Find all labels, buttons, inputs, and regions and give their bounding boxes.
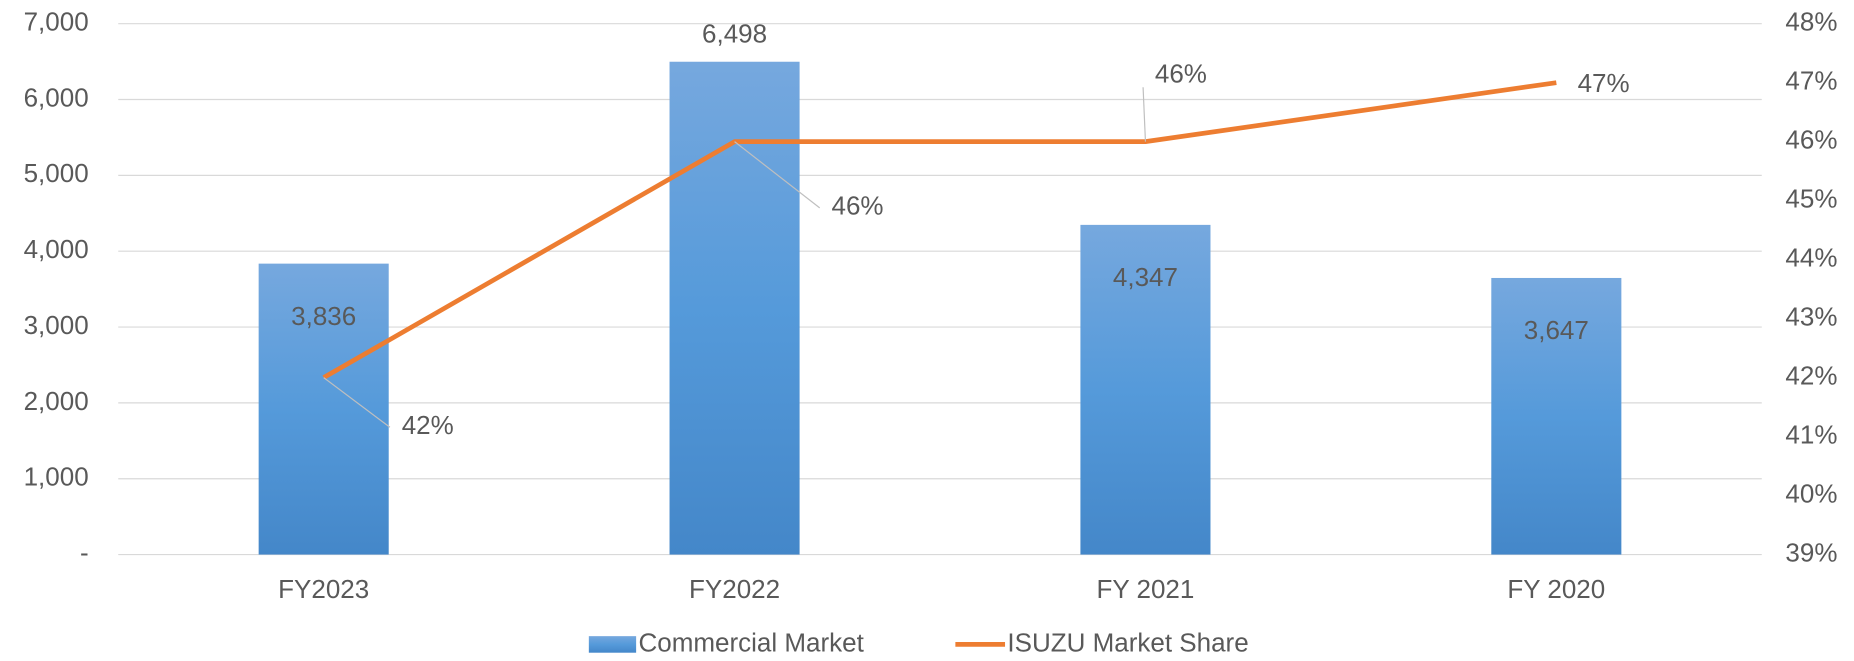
y2-tick-label: 47% [1785, 66, 1837, 96]
y-tick-label: 2,000 [24, 386, 89, 416]
y2-tick-label: 41% [1785, 419, 1837, 449]
bar [258, 263, 389, 555]
y2-tick-label: 45% [1785, 184, 1837, 214]
y-tick-label: 1,000 [24, 462, 89, 492]
bar [1080, 224, 1211, 555]
x-tick-label: FY 2021 [1097, 574, 1195, 604]
y2-tick-label: 43% [1785, 301, 1837, 331]
data-label: 6,498 [702, 19, 767, 49]
data-label: 46% [1155, 58, 1207, 88]
leader-line [734, 141, 821, 209]
y-tick-label: 4,000 [24, 234, 89, 264]
y2-tick-label: 44% [1785, 242, 1837, 272]
y2-tick-label: 40% [1785, 478, 1837, 508]
y2-tick-label: 46% [1785, 125, 1837, 155]
leader-line [1142, 87, 1147, 142]
data-label: 4,347 [1113, 262, 1178, 292]
data-label: 3,836 [291, 301, 356, 331]
data-label: 46% [832, 191, 884, 221]
bar [669, 61, 800, 555]
x-tick-label: FY2023 [278, 574, 369, 604]
y2-tick-label: 39% [1785, 537, 1837, 567]
x-tick-label: FY 2020 [1507, 574, 1605, 604]
y-tick-label: 3,000 [24, 310, 89, 340]
x-tick-label: FY2022 [689, 574, 780, 604]
legend-label: Commercial Market [638, 627, 864, 657]
y-tick-label: 5,000 [24, 158, 89, 188]
y-tick-label: 6,000 [24, 82, 89, 112]
y-tick-label: 7,000 [24, 7, 89, 37]
y2-tick-label: 42% [1785, 360, 1837, 390]
data-label: 47% [1578, 68, 1630, 98]
y-tick-label: - [80, 537, 89, 567]
leader-line [323, 377, 391, 428]
data-label: 42% [402, 410, 454, 440]
data-label: 3,647 [1524, 315, 1589, 345]
y2-tick-label: 48% [1785, 7, 1837, 37]
bar [1491, 277, 1622, 555]
legend-label: ISUZU Market Share [1007, 627, 1248, 657]
legend-swatch [588, 636, 637, 653]
line [322, 80, 1557, 380]
